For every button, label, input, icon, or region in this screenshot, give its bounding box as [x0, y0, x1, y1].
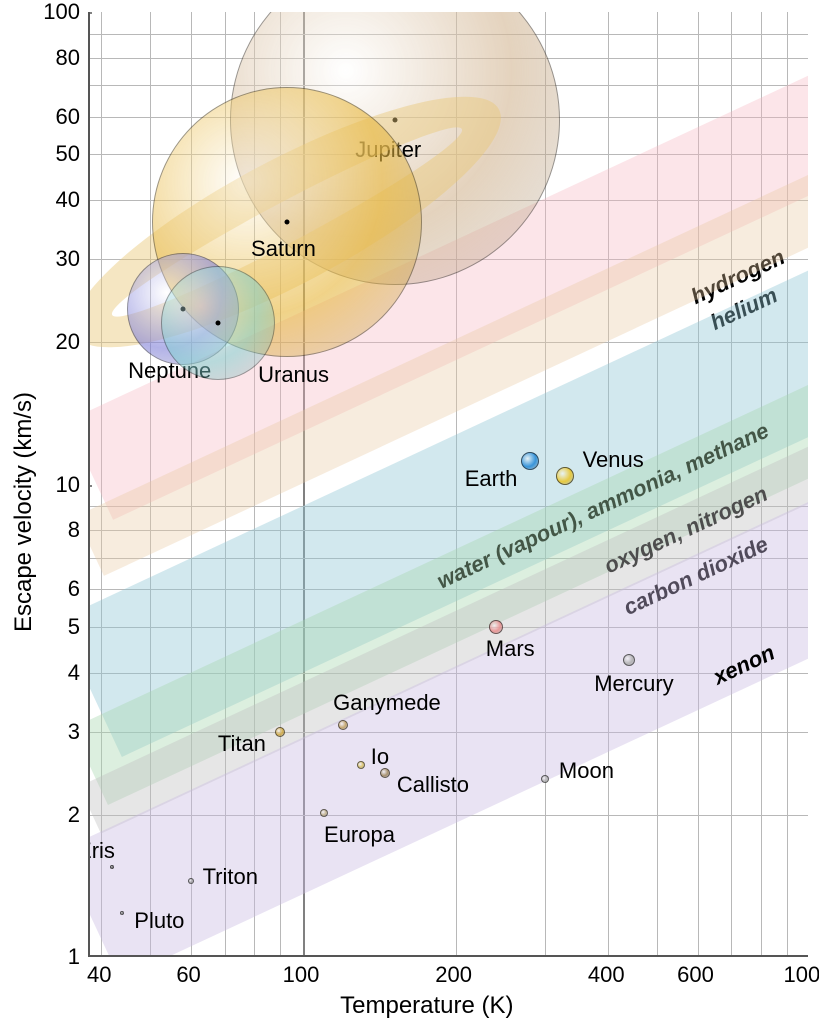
body-label-mars: Mars [486, 636, 535, 662]
x-axis-label: Temperature (K) [340, 992, 513, 1020]
y-tick-label: 4 [68, 660, 80, 686]
body-moon [541, 775, 549, 783]
body-pluto [120, 911, 124, 915]
y-tick-label: 60 [56, 104, 80, 130]
x-tick-label: 100 [283, 962, 320, 988]
body-mercury [623, 654, 635, 666]
x-tick-label: 40 [87, 962, 111, 988]
y-tick-label: 3 [68, 719, 80, 745]
x-tick-label: 200 [435, 962, 472, 988]
y-tick-label: 100 [43, 0, 80, 25]
body-label-earth: Earth [465, 466, 518, 492]
body-center-dot [393, 118, 398, 123]
y-tick-label: 2 [68, 802, 80, 828]
body-venus [556, 467, 574, 485]
body-mars [489, 620, 503, 634]
escape-velocity-chart: Escape velocity (km/s) Temperature (K) h… [0, 0, 819, 1024]
body-label-pluto: Pluto [134, 908, 184, 934]
body-label-titan: Titan [218, 731, 266, 757]
body-eris [110, 865, 114, 869]
x-tick-label: 1000 [784, 962, 819, 988]
body-label-eris: Eris [90, 838, 115, 864]
y-tick-label: 8 [68, 517, 80, 543]
body-label-saturn: Saturn [251, 236, 316, 262]
grid-line-y [90, 485, 92, 487]
body-center-dot [285, 219, 290, 224]
grid-line-y [90, 12, 92, 14]
y-tick-label: 20 [56, 329, 80, 355]
body-label-io: Io [371, 744, 389, 770]
y-tick-label: 50 [56, 141, 80, 167]
y-tick-label: 5 [68, 614, 80, 640]
y-axis-label: Escape velocity (km/s) [10, 392, 38, 632]
body-label-moon: Moon [559, 758, 614, 784]
body-triton [188, 878, 194, 884]
x-tick-label: 400 [588, 962, 625, 988]
y-tick-label: 10 [56, 472, 80, 498]
body-ganymede [338, 720, 348, 730]
plot-area: hydrogenheliumwater (vapour), ammonia, m… [88, 12, 808, 957]
body-label-mercury: Mercury [594, 671, 673, 697]
body-earth [521, 452, 539, 470]
body-titan [275, 727, 285, 737]
y-tick-label: 40 [56, 187, 80, 213]
x-tick-label: 600 [677, 962, 714, 988]
body-label-venus: Venus [583, 447, 644, 473]
y-tick-label: 1 [68, 944, 80, 970]
body-io [357, 761, 365, 769]
body-europa [320, 809, 328, 817]
y-tick-label: 80 [56, 45, 80, 71]
y-tick-label: 6 [68, 576, 80, 602]
body-label-ganymede: Ganymede [333, 690, 441, 716]
x-tick-label: 60 [176, 962, 200, 988]
body-label-callisto: Callisto [397, 772, 469, 798]
body-label-europa: Europa [324, 822, 395, 848]
y-tick-label: 30 [56, 246, 80, 272]
body-callisto [380, 768, 390, 778]
body-label-triton: Triton [203, 864, 258, 890]
body-center-dot [216, 320, 221, 325]
body-label-uranus: Uranus [258, 362, 329, 388]
